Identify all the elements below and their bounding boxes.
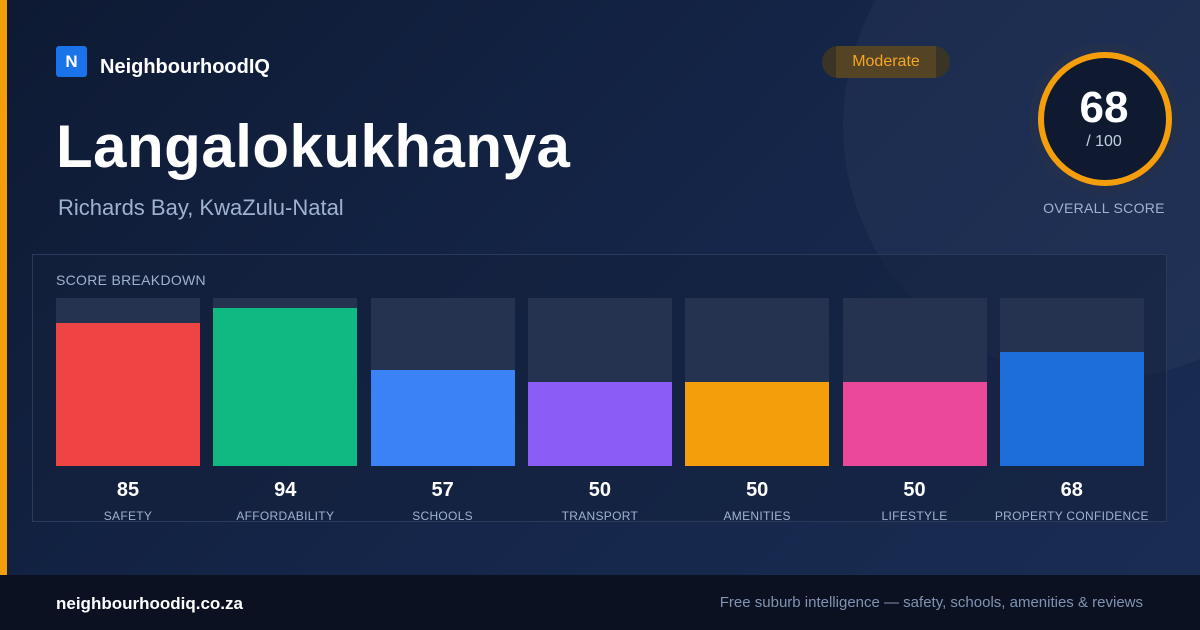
bar-fill	[213, 308, 358, 466]
score-ring-progress	[1038, 52, 1172, 186]
overall-score-ring	[1029, 43, 1181, 195]
bar-label: PROPERTY CONFIDENCE	[994, 509, 1149, 523]
brand-name: NeighbourhoodIQ	[100, 56, 270, 78]
bar-value: 50	[903, 479, 926, 501]
suburb-location: Richards Bay, KwaZulu-Natal	[58, 195, 344, 220]
bar-fill	[370, 370, 515, 466]
bar-value: 50	[746, 479, 769, 501]
bar-value: 68	[1060, 479, 1083, 501]
bar-track	[56, 298, 200, 466]
accent-bar	[0, 0, 7, 575]
bar-safety: 85 SAFETY	[56, 298, 200, 524]
bar-fill	[685, 382, 830, 466]
rating-badge: Moderate	[822, 46, 950, 78]
bar-track	[842, 298, 987, 466]
bar-label: TRANSPORT	[561, 509, 639, 523]
bar-lifestyle: 50 LIFESTYLE	[842, 298, 987, 524]
bar-label: SAFETY	[103, 509, 153, 523]
bar-track	[527, 298, 672, 466]
bar-value: 85	[116, 479, 140, 501]
bar-track	[213, 298, 358, 466]
bar-value: 50	[588, 479, 612, 501]
bar-affordability: 94 AFFORDABILITY	[213, 298, 358, 524]
bar-label: SCHOOLS	[412, 509, 473, 523]
bar-fill	[999, 352, 1144, 466]
overall-score-value: 68	[1079, 83, 1129, 132]
overall-score-label: OVERALL SCORE	[1043, 200, 1165, 216]
bar-value: 57	[431, 479, 454, 501]
footer-url-link[interactable]: neighbourhoodiq.co.za	[56, 594, 243, 613]
bar-value: 94	[274, 479, 297, 501]
overall-score-max: / 100	[1086, 133, 1122, 150]
bar-label: AFFORDABILITY	[236, 509, 335, 523]
bar-label: LIFESTYLE	[881, 509, 948, 523]
score-breakdown-bars: 85 SAFETY 94 AFFORDABILITY 57 SCHOOLS 50 TRANSP…	[56, 298, 1148, 524]
footer	[0, 575, 1200, 630]
score-ring-inner	[1041, 55, 1169, 183]
footer-tagline: Free suburb intelligence — safety, schoo…	[719, 594, 1143, 611]
bar-fill	[56, 323, 200, 466]
bar-schools: 57 SCHOOLS	[370, 298, 515, 524]
bar-amenities: 50 AMENITIES	[685, 298, 830, 524]
bar-track	[685, 298, 830, 466]
rating-badge-label: Moderate	[852, 53, 920, 70]
bar-label: AMENITIES	[723, 509, 791, 523]
bar-track	[999, 298, 1144, 466]
bar-fill	[527, 382, 672, 466]
score-breakdown-label: SCORE BREAKDOWN	[56, 272, 206, 288]
bar-track	[370, 298, 515, 466]
bar-property-confidence: 68 PROPERTY CONFIDENCE	[995, 298, 1148, 524]
bar-fill	[842, 382, 987, 466]
suburb-title: Langalokukhanya	[56, 113, 571, 180]
brand-logo-icon: N	[56, 46, 87, 77]
bar-transport: 50 TRANSPORT	[527, 298, 672, 524]
